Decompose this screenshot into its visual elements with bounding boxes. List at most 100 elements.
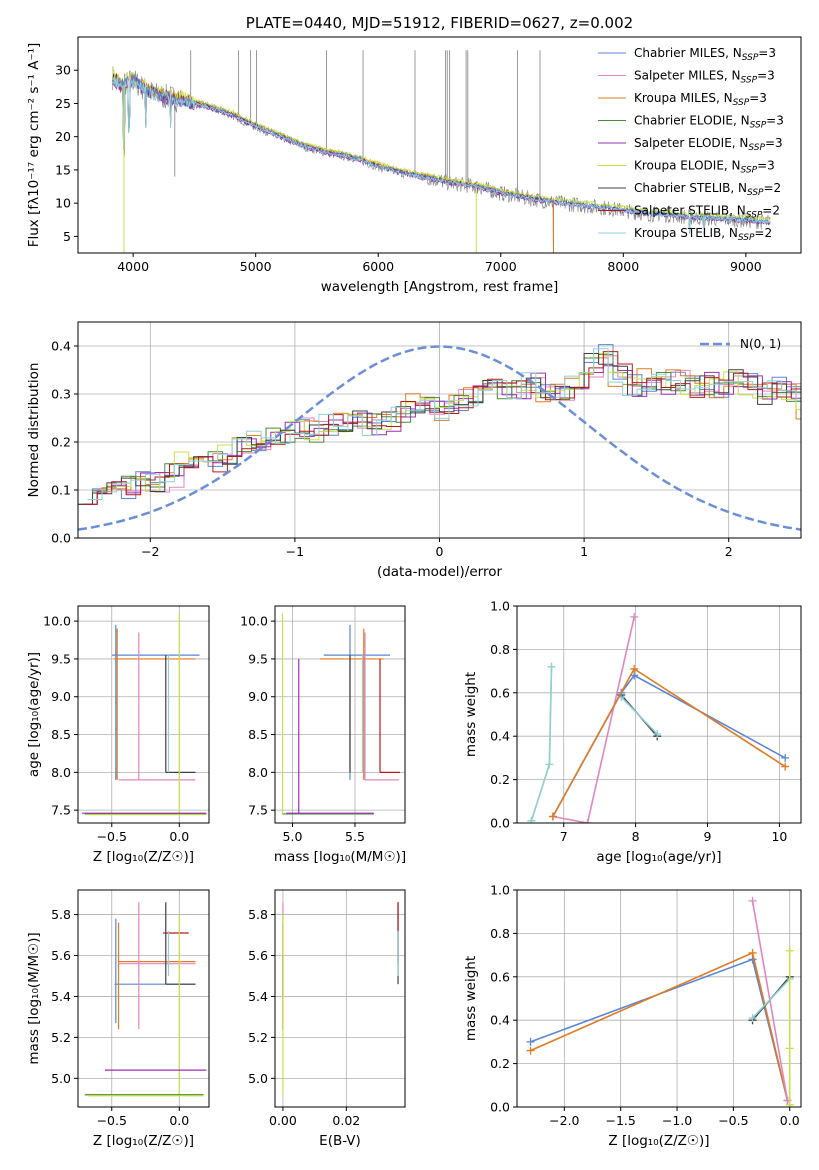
legend-suffix: =3 (765, 136, 783, 150)
legend-suffix: =3 (757, 159, 775, 173)
y-tick-label: 8.0 (51, 765, 71, 780)
x-axis-label: mass [log₁₀(M/M☉)] (274, 849, 406, 865)
weight-line-kroupa_stelib (530, 666, 553, 822)
axes-frame (77, 605, 210, 824)
y-tick-label: 0.0 (490, 1100, 510, 1115)
weight-point-marker (653, 730, 662, 739)
y-tick-label: 0.4 (490, 1013, 510, 1028)
grid-lines (517, 889, 801, 1108)
x-tick-label: 7000 (485, 259, 517, 274)
axes-frame (274, 889, 406, 1108)
legend-suffix: =3 (749, 91, 767, 105)
y-tick-label: 1.0 (490, 883, 510, 898)
y-tick-label: 0.0 (490, 816, 510, 831)
chart-age-vs-mass: 5.0 5.5 7.5 8.0 8.5 9.0 9.5 10.0 mass [log₁₀(M/M… (240, 605, 406, 865)
legend-label: Chabrier STELIB, NSSP=2 (634, 181, 781, 198)
legend-text: Salpeter ELODIE, N (634, 136, 748, 150)
x-tick-label: 7 (560, 829, 568, 844)
y-tick-label: 9.5 (51, 651, 71, 666)
x-tick-label: 1 (580, 544, 588, 559)
legend-text: Salpeter MILES, N (634, 69, 741, 83)
y-tick-label: 5.0 (248, 1071, 268, 1086)
x-tick-label: −1.0 (662, 1113, 692, 1128)
legend-suffix: =3 (766, 114, 784, 128)
x-tick-label: 0.0 (169, 1113, 189, 1128)
y-tick-label: 5.8 (248, 907, 268, 922)
y-tick-label: 9.0 (51, 689, 71, 704)
residual-histogram-salpeter_stelib (82, 351, 801, 505)
model-spectrum-kroupa_stelib (111, 76, 771, 236)
weight-point-marker (748, 1014, 757, 1023)
legend-suffix: =2 (764, 181, 782, 195)
legend-suffix: =2 (762, 204, 780, 218)
legend-label: Salpeter STELIB, NSSP=2 (634, 204, 780, 221)
x-axis-label: Z [log₁₀(Z/Z☉)] (93, 849, 194, 865)
residual-histogram-salpeter_elodie (82, 365, 801, 505)
y-tick-label: 30 (55, 63, 71, 78)
legend-subscript: SSP (746, 211, 763, 221)
plot-area (111, 50, 771, 253)
x-tick-label: 10 (771, 829, 787, 844)
chart-title: PLATE=0440, MJD=51912, FIBERID=0627, z=0… (246, 14, 633, 32)
y-tick-label: 5.4 (248, 989, 268, 1004)
plot-area (526, 896, 794, 1107)
y-tick-label: 0.3 (51, 387, 71, 402)
x-tick-label: 0.00 (269, 1113, 297, 1128)
y-tick-label: 0.8 (490, 926, 510, 941)
legend-label: Kroupa STELIB, NSSP=2 (634, 226, 772, 243)
x-axis-label: Z [log₁₀(Z/Z☉)] (93, 1133, 194, 1149)
axes-frame (274, 605, 406, 824)
weight-point-marker (785, 1100, 794, 1107)
chart-weight-vs-age: 7 8 9 10 0.0 0.2 0.4 0.6 0.8 1.0 age [log₁₀(age/yr… (463, 599, 802, 865)
legend-text: Kroupa STELIB, N (634, 226, 738, 240)
legend-subscript: SSP (741, 166, 758, 176)
y-tick-label: 5.4 (51, 989, 71, 1004)
residual-histogram-chabrier_stelib (78, 353, 801, 505)
legend-subscript: SSP (738, 233, 755, 243)
y-tick-label: 25 (55, 96, 71, 111)
y-axis-label: age [log₁₀(age/yr)] (26, 652, 42, 777)
weight-line-kroupa_elodie (530, 666, 553, 822)
weight-point-marker (748, 948, 757, 957)
weight-point-marker (545, 760, 554, 769)
axes-frame (516, 889, 802, 1108)
legend-label: Chabrier ELODIE, NSSP=3 (634, 114, 784, 131)
legend-subscript: SSP (747, 188, 764, 198)
y-tick-label: 5.2 (248, 1030, 268, 1045)
y-tick-label: 10.0 (240, 614, 268, 629)
chart-mass-vs-ebv: 0.00 0.02 5.0 5.2 5.4 5.6 5.8 E(B-V) (248, 889, 406, 1149)
x-tick-label: 0.0 (780, 1113, 800, 1128)
residual-histogram-salpeter_miles (82, 355, 801, 505)
weight-point-marker (527, 816, 536, 823)
y-tick-label: 0.0 (51, 531, 71, 546)
plot-area (82, 613, 207, 816)
legend-label: Salpeter ELODIE, NSSP=3 (634, 136, 783, 153)
legend-subscript: SSP (741, 76, 758, 86)
weight-line-kroupa_miles (530, 951, 789, 1101)
legend-text: Chabrier MILES, N (634, 46, 742, 60)
y-tick-label: 5.0 (51, 1071, 71, 1086)
x-tick-label: 8 (632, 829, 640, 844)
weight-line-chabrier_miles (530, 958, 789, 1101)
x-tick-label: −1 (286, 544, 304, 559)
residual-histogram-chabrier_miles (78, 344, 801, 505)
residual-histogram-kroupa_elodie (87, 352, 801, 500)
axes-frame (77, 889, 210, 1108)
x-tick-label: 8000 (607, 259, 639, 274)
chart-residuals: −2 −1 0 1 2 0.0 0.1 0.2 0.3 0.4 (data-model)/error… (26, 321, 802, 580)
x-axis-label: Z [log₁₀(Z/Z☉)] (608, 1133, 709, 1149)
weight-line-kroupa_miles (552, 667, 786, 817)
grid-lines (78, 890, 209, 1107)
weight-line-chabrier_miles (552, 674, 786, 817)
grid-lines (78, 606, 209, 823)
y-tick-label: 1.0 (490, 599, 510, 614)
grid-lines (517, 605, 801, 824)
plot-area (78, 344, 801, 531)
y-axis-label: mass weight (463, 672, 479, 757)
y-tick-label: 8.5 (248, 727, 268, 742)
weight-point-marker (785, 946, 794, 955)
residual-histogram-kroupa_stelib (87, 348, 801, 500)
x-axis-label: age [log₁₀(age/yr)] (596, 849, 721, 865)
